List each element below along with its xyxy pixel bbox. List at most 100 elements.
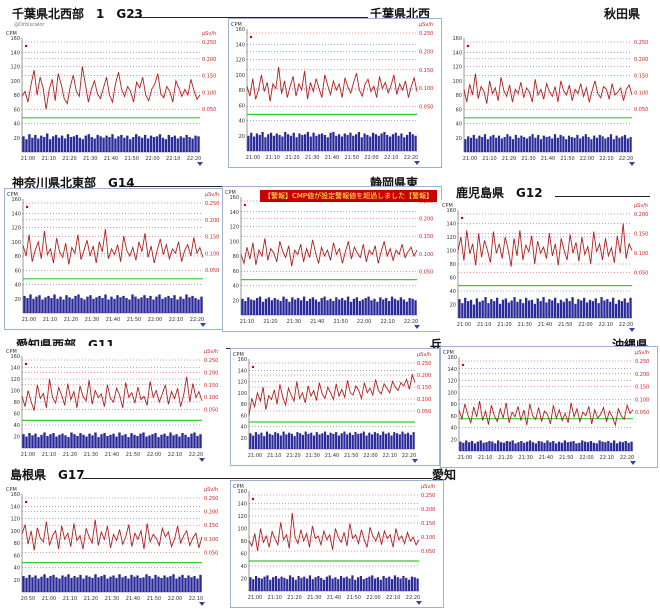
count-bar bbox=[523, 137, 526, 152]
count-bar bbox=[121, 435, 124, 448]
count-bar bbox=[621, 442, 624, 451]
y2-tick-label: 0.150 bbox=[205, 235, 219, 241]
count-bar bbox=[494, 443, 497, 451]
count-bar bbox=[22, 434, 25, 448]
count-bar bbox=[61, 433, 64, 448]
count-bar bbox=[58, 578, 61, 592]
count-bar bbox=[151, 578, 154, 592]
count-bar bbox=[337, 435, 340, 449]
x-tick-label: 21:10 bbox=[478, 455, 492, 461]
x-tick-label: 21:20 bbox=[285, 155, 299, 161]
count-bar bbox=[64, 435, 67, 448]
x-tick-label: 21:00 bbox=[248, 453, 262, 459]
count-bar bbox=[31, 577, 34, 592]
count-bar bbox=[290, 433, 293, 449]
count-bar bbox=[52, 574, 55, 592]
count-bar bbox=[247, 297, 250, 315]
y-tick-label: 140 bbox=[10, 504, 20, 510]
count-bar bbox=[567, 135, 571, 152]
y-tick-label: 80 bbox=[14, 400, 20, 406]
count-bar bbox=[609, 134, 613, 152]
count-bar bbox=[413, 577, 416, 591]
count-bar bbox=[368, 432, 371, 449]
count-bar bbox=[337, 134, 341, 151]
count-bar bbox=[554, 297, 557, 318]
count-bar bbox=[409, 434, 412, 449]
y-tick-label: 140 bbox=[11, 211, 21, 217]
count-bar bbox=[326, 137, 329, 151]
y-tick-label: 160 bbox=[446, 208, 456, 214]
y2-axis-label: μSv/h bbox=[204, 487, 218, 493]
count-bar bbox=[405, 577, 408, 591]
count-bar bbox=[376, 301, 379, 315]
count-bar bbox=[100, 576, 103, 592]
y2-tick-label: 0.050 bbox=[634, 271, 648, 277]
count-bar bbox=[91, 577, 94, 592]
count-bar bbox=[149, 135, 153, 152]
y-tick-label: 80 bbox=[451, 402, 457, 408]
count-bar bbox=[469, 137, 473, 152]
count-bar bbox=[472, 304, 476, 318]
count-bar bbox=[78, 137, 82, 152]
count-bar bbox=[320, 298, 323, 315]
count-bar bbox=[373, 578, 377, 591]
y-tick-label: 60 bbox=[14, 412, 20, 418]
count-bar bbox=[571, 297, 574, 318]
x-tick-label: 21:10 bbox=[42, 452, 56, 458]
count-bar bbox=[52, 433, 55, 448]
count-bar bbox=[98, 295, 101, 313]
count-bar bbox=[462, 442, 465, 451]
scroll-marker-icon bbox=[199, 602, 205, 606]
count-bar bbox=[508, 441, 511, 451]
x-tick-label: 21:50 bbox=[347, 595, 361, 601]
count-bar bbox=[82, 434, 85, 448]
count-bar bbox=[402, 299, 405, 315]
count-bar bbox=[96, 134, 99, 152]
count-bar bbox=[387, 432, 390, 449]
count-bar bbox=[318, 434, 321, 449]
count-bar bbox=[188, 137, 191, 152]
x-tick-label: 21:30 bbox=[84, 452, 98, 458]
x-tick-label: 21:50 bbox=[126, 452, 140, 458]
count-bar bbox=[97, 577, 100, 592]
x-tick-label: 21:10 bbox=[482, 156, 496, 162]
y2-tick-label: 0.200 bbox=[204, 370, 218, 376]
count-bar bbox=[380, 133, 383, 151]
count-bar bbox=[288, 301, 291, 315]
cpm-series-line bbox=[246, 67, 418, 102]
count-bar bbox=[255, 133, 259, 151]
count-bar bbox=[349, 301, 353, 315]
count-bar bbox=[552, 441, 555, 451]
count-bar bbox=[340, 433, 343, 449]
count-bar bbox=[134, 296, 137, 313]
x-tick-label: 21:10 bbox=[240, 319, 254, 325]
count-bar bbox=[178, 436, 181, 448]
y-tick-label: 140 bbox=[10, 50, 20, 56]
count-bar bbox=[358, 300, 361, 315]
count-bar bbox=[184, 577, 187, 592]
y-tick-label: 20 bbox=[233, 298, 239, 304]
count-bar bbox=[405, 301, 408, 315]
count-bar bbox=[335, 297, 338, 315]
count-bar bbox=[525, 138, 529, 152]
count-bar bbox=[70, 577, 73, 592]
count-bar bbox=[359, 576, 363, 591]
count-bar bbox=[396, 300, 400, 315]
count-bar bbox=[155, 296, 158, 313]
count-bar bbox=[540, 441, 543, 451]
y2-axis-label: μSv/h bbox=[417, 352, 431, 358]
count-bar bbox=[25, 577, 28, 592]
x-tick-label: 21:20 bbox=[286, 453, 300, 459]
count-bar bbox=[109, 434, 112, 448]
count-bar bbox=[482, 442, 485, 451]
x-tick-label: 21:00 bbox=[21, 156, 35, 162]
count-bar bbox=[289, 135, 293, 151]
count-bar bbox=[371, 132, 375, 151]
count-bar bbox=[573, 137, 576, 152]
count-bar bbox=[142, 577, 145, 592]
scroll-marker-icon bbox=[200, 323, 206, 327]
count-bar bbox=[340, 136, 344, 151]
count-bar bbox=[308, 298, 312, 315]
y2-tick-label: 0.250 bbox=[635, 359, 649, 365]
count-bar bbox=[154, 433, 157, 448]
